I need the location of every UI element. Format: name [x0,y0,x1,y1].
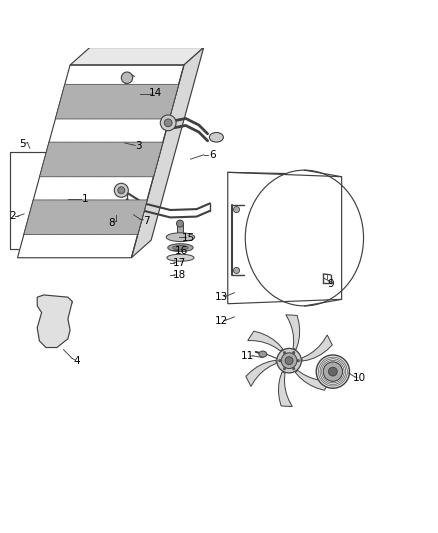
Circle shape [283,351,286,354]
Circle shape [48,305,53,311]
Circle shape [164,119,172,127]
Text: 11: 11 [241,351,254,361]
Polygon shape [246,360,276,386]
Circle shape [285,357,293,365]
Ellipse shape [173,246,188,250]
Ellipse shape [167,254,194,261]
Text: 10: 10 [353,373,366,383]
Circle shape [177,220,184,227]
Polygon shape [286,315,300,350]
Text: 2: 2 [9,211,16,221]
Ellipse shape [259,351,267,357]
Circle shape [328,367,337,376]
Circle shape [233,268,240,273]
Text: 15: 15 [182,233,195,243]
Circle shape [279,359,281,362]
Polygon shape [279,372,292,407]
Circle shape [316,355,350,388]
Text: 7: 7 [143,215,150,225]
Ellipse shape [209,133,223,142]
Circle shape [281,353,297,368]
Text: 16: 16 [175,246,188,256]
Circle shape [277,349,301,373]
Text: 14: 14 [149,88,162,99]
Circle shape [292,351,295,354]
FancyBboxPatch shape [177,224,183,233]
Polygon shape [55,84,179,119]
Polygon shape [248,331,283,351]
Circle shape [323,362,343,381]
Text: 12: 12 [215,316,228,326]
Circle shape [121,72,133,84]
Circle shape [297,359,300,362]
Text: 5: 5 [19,139,26,149]
Polygon shape [24,200,147,235]
Text: 4: 4 [73,356,80,366]
Text: 1: 1 [82,193,89,204]
Polygon shape [67,300,72,304]
Text: 18: 18 [173,270,186,280]
Ellipse shape [168,244,193,252]
Polygon shape [302,335,332,361]
Circle shape [49,300,56,305]
Text: 13: 13 [215,292,228,302]
Polygon shape [131,47,204,258]
Circle shape [292,367,295,370]
Circle shape [114,183,128,197]
Text: 9: 9 [327,279,334,289]
Polygon shape [70,47,204,65]
Circle shape [233,206,240,213]
Circle shape [160,115,176,131]
Text: 6: 6 [209,150,216,160]
Ellipse shape [166,233,195,241]
Text: 17: 17 [173,258,186,268]
Text: 3: 3 [134,141,141,151]
Circle shape [283,367,286,370]
Text: 8: 8 [108,217,115,228]
Circle shape [118,187,125,194]
Polygon shape [39,142,163,177]
Polygon shape [295,370,330,390]
Polygon shape [37,295,72,348]
